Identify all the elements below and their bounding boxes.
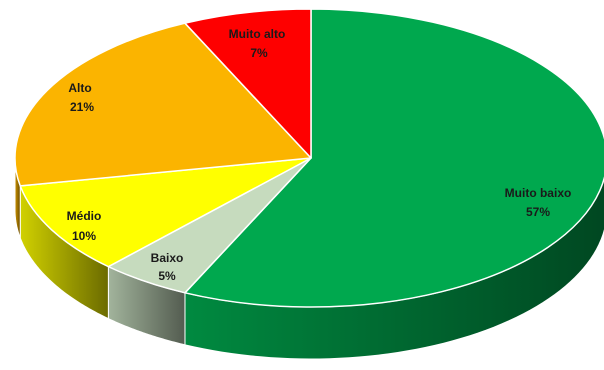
- slice-label-alto-name: Alto: [68, 81, 91, 95]
- slice-label-baixo-value: 5%: [158, 269, 176, 283]
- pie-slice-medio: [19, 157, 312, 268]
- slice-label-muito-baixo-name: Muito baixo: [505, 186, 572, 200]
- slice-label-medio-value: 10%: [72, 229, 96, 243]
- slice-label-alto-value: 21%: [70, 100, 94, 114]
- slice-label-muito-baixo-value: 57%: [526, 205, 550, 219]
- slice-label-muito-alto-value: 7%: [250, 46, 268, 60]
- pie-slice-muito-baixo: [184, 8, 604, 308]
- slice-label-muito-alto-name: Muito alto: [229, 27, 286, 41]
- slice-label-baixo-name: Baixo: [151, 251, 184, 265]
- pie-slice-alto: [14, 22, 312, 187]
- pie-side-walls: [14, 158, 604, 360]
- pie-top-slices: [14, 8, 604, 308]
- slice-labels: Muito baixo 57% Baixo 5% Médio 10% Alto …: [67, 27, 572, 283]
- slice-label-medio-name: Médio: [67, 209, 102, 223]
- pie-slice-muito-alto: [184, 8, 312, 159]
